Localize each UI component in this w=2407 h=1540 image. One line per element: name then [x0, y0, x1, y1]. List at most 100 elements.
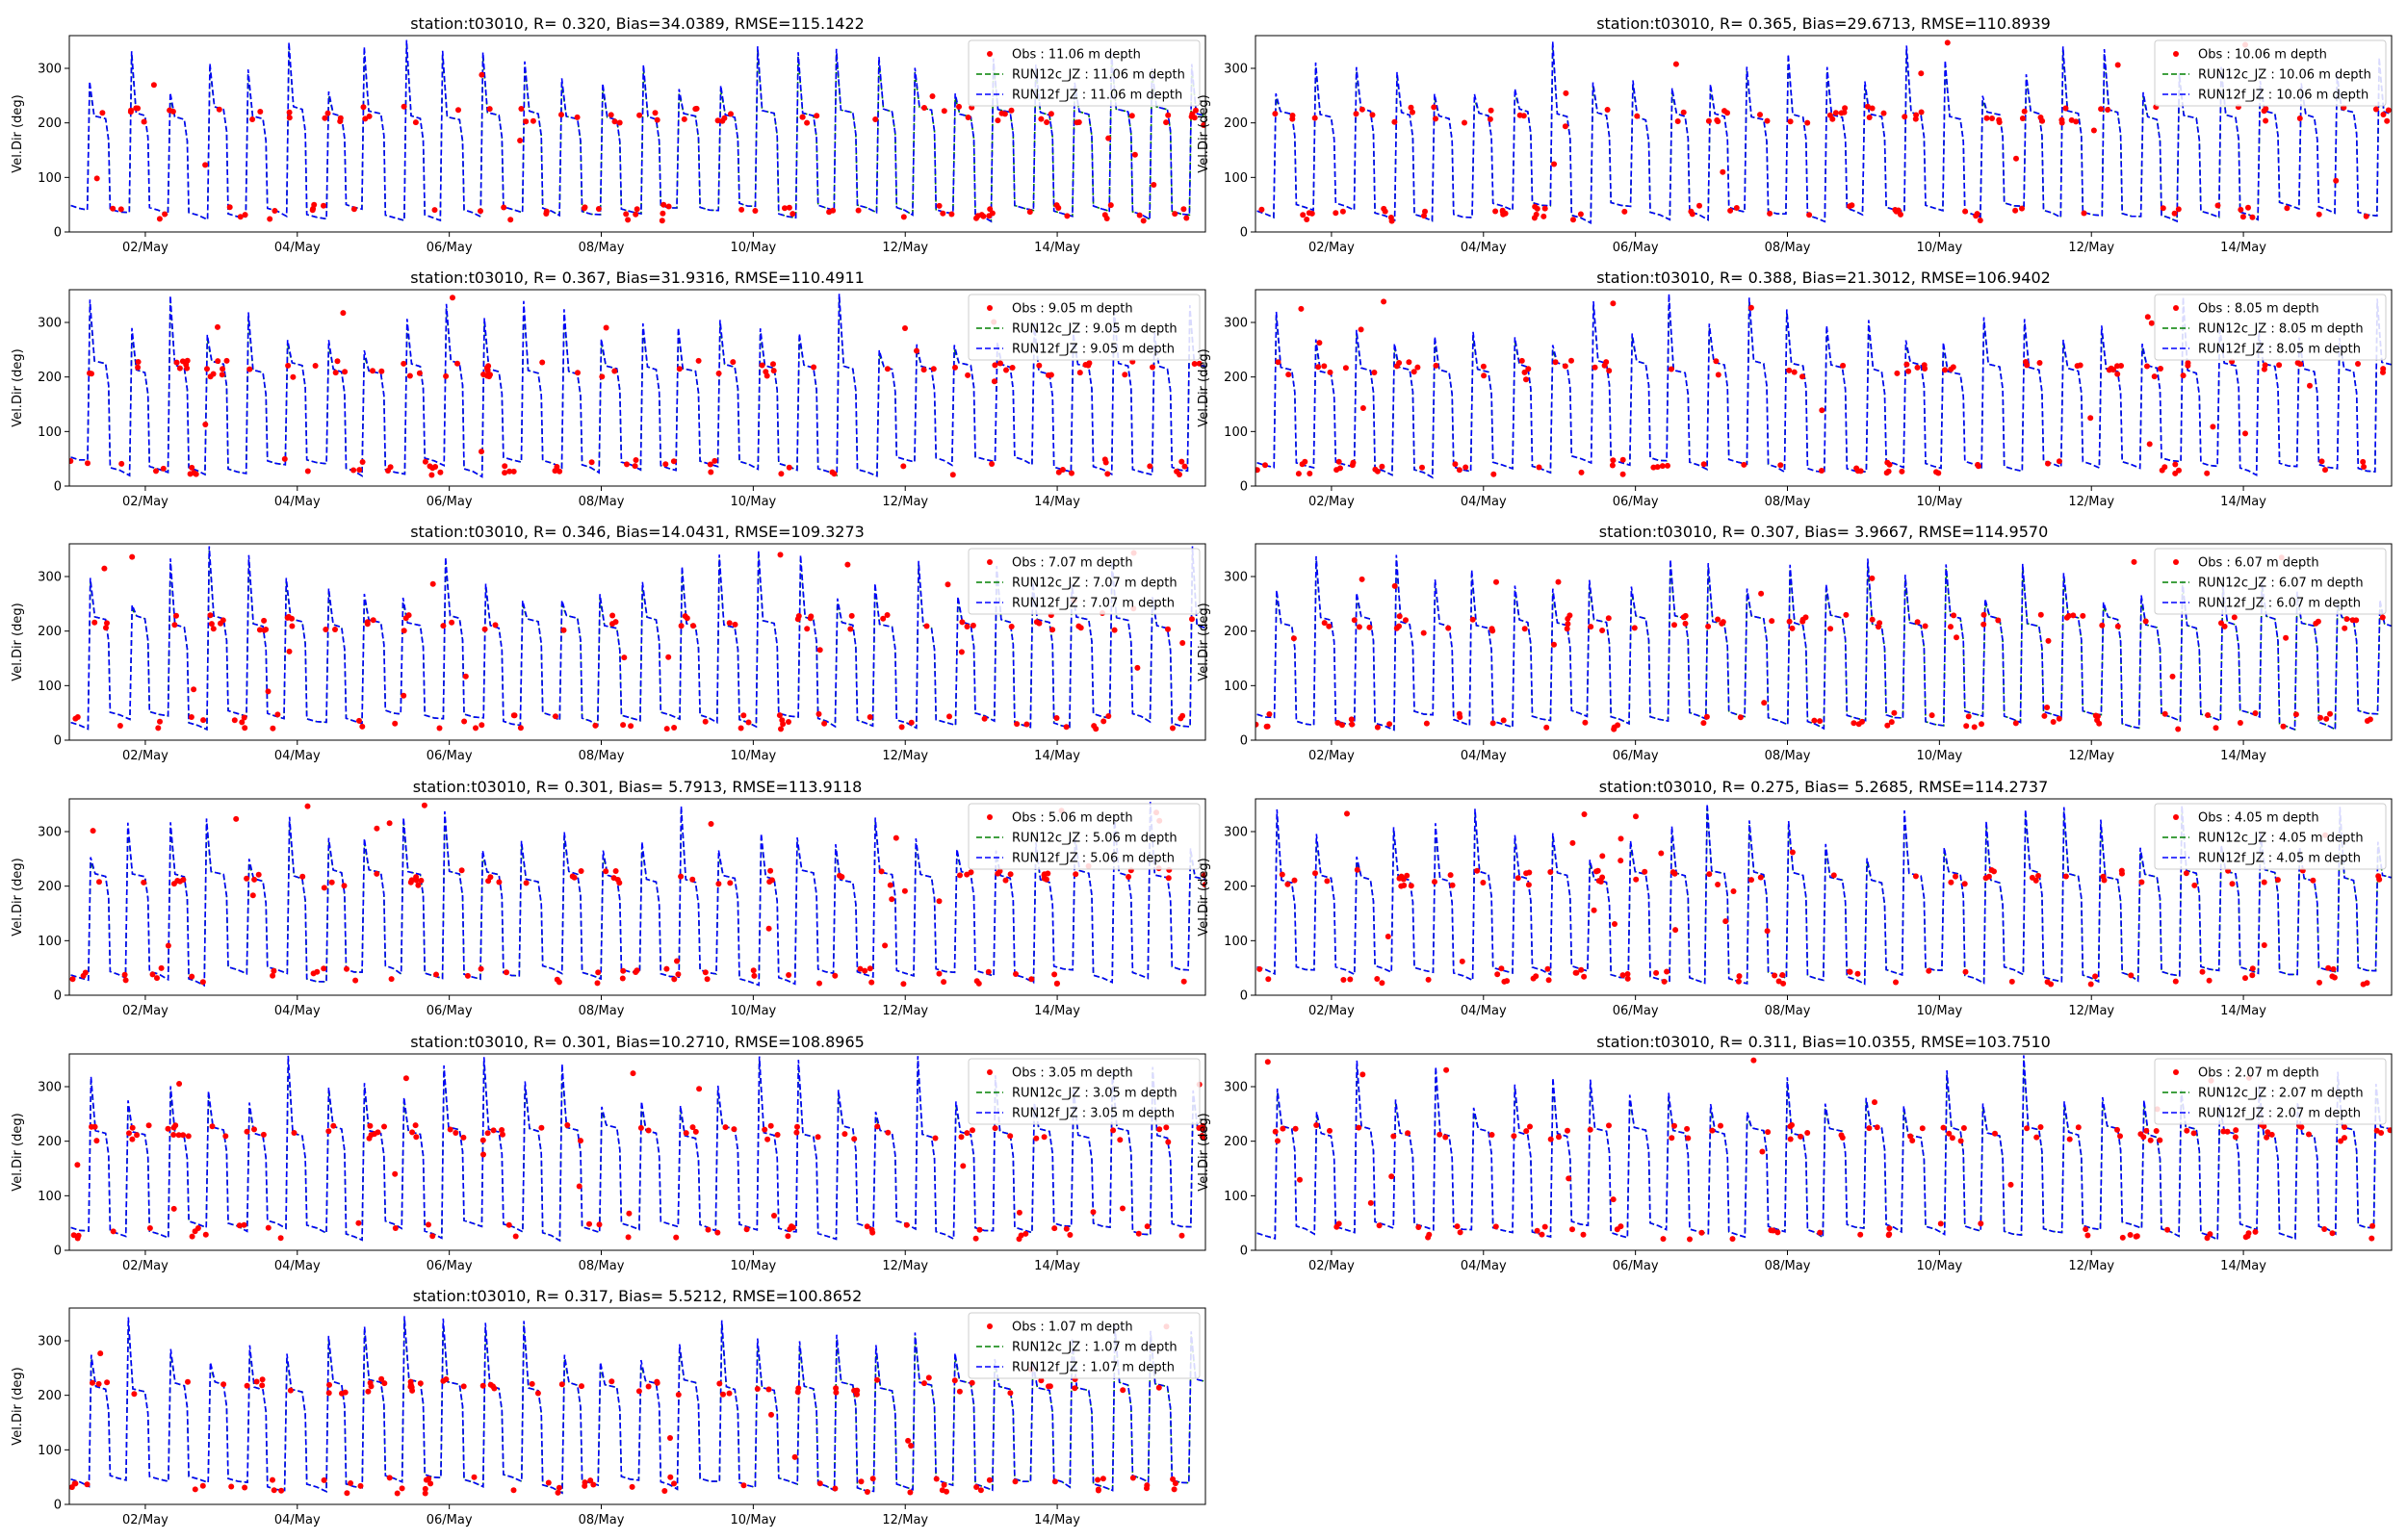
- x-tick-label: 02/May: [122, 1513, 168, 1527]
- obs-point: [2099, 622, 2106, 629]
- obs-point: [1348, 716, 1355, 723]
- obs-point: [1393, 363, 1400, 370]
- obs-point: [1552, 359, 1559, 366]
- obs-point: [1599, 628, 1606, 633]
- obs-point: [85, 460, 91, 467]
- obs-point: [929, 93, 936, 99]
- obs-point: [786, 204, 792, 211]
- obs-point: [2233, 1127, 2239, 1134]
- obs-point: [974, 213, 981, 219]
- obs-point: [1063, 1225, 1070, 1232]
- obs-point: [714, 117, 721, 124]
- obs-point: [1914, 619, 1921, 626]
- subplot-9: station:t03010, R= 0.301, Bias=10.2710, …: [11, 1033, 1206, 1273]
- obs-point: [1806, 212, 1813, 218]
- obs-point: [1811, 717, 1818, 724]
- obs-point: [479, 449, 484, 455]
- x-tick-label: 12/May: [882, 1259, 928, 1273]
- obs-point: [2114, 623, 2121, 629]
- legend-label: RUN12c_JZ : 10.06 m depth: [2198, 68, 2371, 83]
- obs-point: [1799, 373, 1805, 380]
- obs-point: [1170, 725, 1176, 732]
- y-axis-label: Vel.Dir (deg): [11, 1367, 25, 1445]
- x-tick-label: 06/May: [427, 1004, 473, 1018]
- obs-point: [408, 1384, 415, 1391]
- obs-point: [1741, 461, 1747, 468]
- obs-point: [116, 723, 123, 729]
- obs-point: [1095, 1476, 1101, 1483]
- obs-point: [804, 626, 811, 632]
- obs-point: [1321, 620, 1328, 627]
- obs-point: [461, 718, 468, 725]
- obs-point: [762, 1126, 768, 1133]
- obs-point: [357, 1482, 364, 1489]
- obs-point: [1610, 457, 1617, 464]
- obs-point: [914, 347, 919, 354]
- obs-point: [2284, 205, 2291, 212]
- obs-point: [99, 110, 106, 116]
- x-tick-label: 12/May: [2068, 495, 2114, 509]
- obs-point: [1499, 209, 1506, 215]
- obs-point: [715, 371, 722, 376]
- obs-point: [1069, 470, 1074, 476]
- obs-point: [2161, 464, 2168, 471]
- obs-point: [2158, 366, 2163, 372]
- obs-point: [1705, 117, 1712, 124]
- obs-point: [2229, 881, 2236, 887]
- obs-point: [2062, 873, 2069, 880]
- obs-point: [678, 873, 685, 880]
- obs-point: [884, 612, 891, 618]
- obs-point: [989, 461, 996, 467]
- obs-point: [1907, 1133, 1914, 1140]
- obs-point: [2376, 876, 2383, 883]
- obs-point: [2276, 362, 2283, 369]
- legend-label: RUN12c_JZ : 11.06 m depth: [1012, 68, 1185, 83]
- obs-point: [867, 714, 873, 720]
- legend-obs-marker: [987, 1323, 993, 1329]
- obs-point: [1474, 867, 1481, 874]
- x-tick-label: 06/May: [427, 1259, 473, 1273]
- obs-point: [1659, 463, 1666, 470]
- obs-point: [833, 1389, 840, 1396]
- x-tick-label: 12/May: [882, 1004, 928, 1018]
- obs-point: [2098, 106, 2105, 113]
- obs-point: [1163, 1124, 1170, 1131]
- obs-point: [1063, 724, 1070, 731]
- x-tick-label: 02/May: [122, 241, 168, 255]
- obs-point: [1511, 1133, 1517, 1140]
- x-tick-label: 02/May: [122, 1004, 168, 1018]
- obs-point: [1026, 209, 1033, 216]
- obs-point: [2199, 968, 2206, 975]
- obs-point: [1624, 971, 1631, 977]
- x-tick-label: 06/May: [427, 749, 473, 763]
- obs-point: [2185, 362, 2191, 369]
- obs-point: [1051, 1225, 1058, 1232]
- obs-point: [941, 1481, 947, 1488]
- obs-point: [1201, 122, 1205, 128]
- obs-point: [1540, 213, 1547, 219]
- obs-point: [816, 647, 823, 654]
- obs-point: [1272, 111, 1279, 117]
- y-tick-label: 0: [54, 1499, 62, 1513]
- obs-point: [752, 208, 759, 214]
- obs-point: [1059, 467, 1066, 473]
- obs-point: [997, 360, 1003, 367]
- obs-point: [1396, 623, 1402, 629]
- obs-point: [1750, 1057, 1757, 1064]
- obs-point: [471, 1474, 478, 1480]
- obs-point: [392, 1225, 399, 1231]
- obs-point: [1174, 468, 1180, 475]
- obs-point: [1411, 369, 1417, 375]
- obs-point: [352, 977, 359, 984]
- obs-point: [1894, 370, 1901, 376]
- obs-point: [1866, 1125, 1873, 1132]
- obs-point: [1264, 1059, 1271, 1065]
- obs-point: [422, 458, 428, 465]
- obs-point: [1379, 463, 1385, 470]
- obs-point: [1523, 870, 1530, 877]
- obs-point: [874, 1123, 881, 1130]
- obs-point: [936, 898, 943, 905]
- obs-point: [959, 619, 966, 626]
- obs-point: [1023, 721, 1030, 728]
